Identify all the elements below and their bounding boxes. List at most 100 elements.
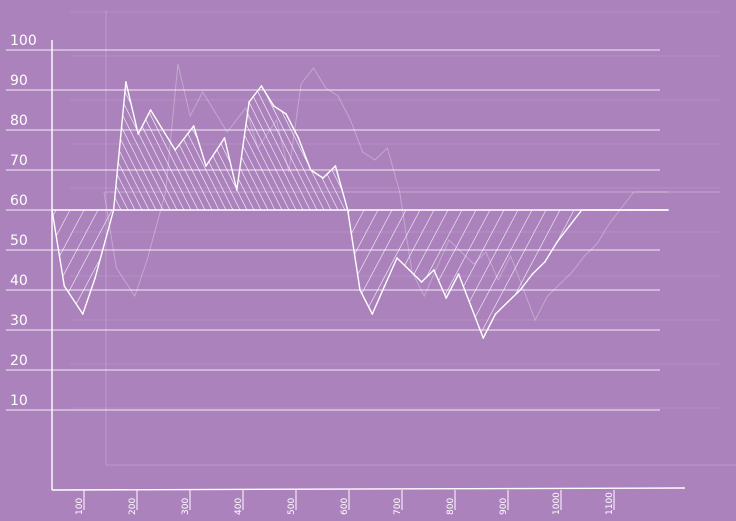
data-point [408,269,411,271]
hatch-stroke [273,209,365,338]
hatch-stroke [357,209,449,338]
data-point [556,241,558,243]
y-tick-label: 90 [10,73,28,89]
tick-labels: 10 20 30 40 50 60 70 80 90 100 100 200 300 400 500 600 7… [10,33,615,515]
hatch-stroke [483,209,575,338]
y-tick-label: 80 [10,113,28,129]
hatch-stroke [413,209,505,338]
y-tick-label: 20 [10,353,28,369]
hatch-stroke [708,210,736,380]
data-point [420,281,423,283]
hatch-stroke [694,210,736,380]
data-point [482,337,485,339]
hatch-stroke [250,82,332,211]
hatch-stroke [678,50,736,210]
hatch-stroke [231,209,323,338]
data-point [137,133,140,135]
data-point [383,285,386,287]
y-tick-label: 70 [10,153,28,169]
x-tick-label: 1100 [605,492,615,515]
area-series [0,50,736,380]
data-point [272,105,275,107]
data-point [248,101,251,103]
hatch-stroke [175,209,267,338]
data-point [470,305,472,307]
data-point [359,289,361,291]
data-point [260,85,263,87]
data-point [396,257,398,259]
axes [51,40,686,510]
hatch-stroke [117,82,199,211]
y-tick-label: 60 [10,193,28,209]
data-point [192,125,195,127]
hatch-stroke [217,209,309,338]
data-point [506,301,509,303]
hatch-stroke [52,209,57,338]
hatch-stroke [189,209,281,338]
x-axis [51,487,686,491]
hatch-stroke [455,209,547,338]
hatch-stroke [581,209,668,338]
data-point [112,209,115,211]
data-point [322,177,324,179]
hatch-stroke [671,50,736,210]
hatch-stroke [82,82,164,211]
hatch-stroke [315,209,407,338]
hatch-stroke [685,50,736,210]
x-tick-label: 400 [234,498,244,515]
hatch-stroke [103,82,185,211]
data-point [605,209,608,211]
x-tick-label: 600 [340,498,350,515]
hatch-stroke [152,82,234,211]
x-tick-label: 200 [128,498,138,515]
hatch-stroke [665,209,668,338]
data-point [94,277,96,279]
data-point [174,149,177,151]
data-point [285,113,287,115]
data-point [149,109,152,111]
grid [6,49,660,411]
hatch-stroke [208,82,290,211]
series-line [51,81,668,339]
hatch-stroke [287,209,379,338]
hatch-stroke [609,209,668,338]
data-point [568,225,571,227]
hatch-stroke [77,209,169,338]
hatch-stroke [243,82,325,211]
hatch-stroke [245,209,337,338]
background-echo [70,10,736,466]
hatch-stroke [343,209,435,338]
data-point [630,209,632,211]
hatch-stroke [427,209,519,338]
hatch-stroke [119,209,211,338]
hatch-stroke [203,209,295,338]
y-tick-label: 100 [10,33,37,49]
data-point [519,289,522,291]
hatch-stroke [706,50,736,210]
data-point [433,269,435,271]
data-point [297,137,300,139]
hatch-stroke [567,209,659,338]
y-tick-label: 50 [10,233,28,249]
hatch-stroke [0,50,2,210]
hatch-stroke [161,209,253,338]
hatch-stroke [110,82,192,211]
data-point [543,261,546,263]
hatch-stroke [52,209,113,338]
data-point [593,209,595,211]
x-tick-label: 700 [393,498,403,515]
hatch-stroke [105,209,197,338]
hatch-stroke [52,209,141,338]
y-tick-label: 30 [10,313,28,329]
x-tick-label: 1000 [552,492,562,515]
data-point [642,209,645,211]
data-point [309,169,312,171]
hatch-stroke [52,209,127,338]
hatch-stroke [63,209,155,338]
x-tick-label: 500 [287,498,297,515]
data-point [667,209,669,211]
hatch-stroke [89,82,171,211]
x-tick-label: 300 [181,498,191,515]
hatch-stroke [651,209,668,338]
